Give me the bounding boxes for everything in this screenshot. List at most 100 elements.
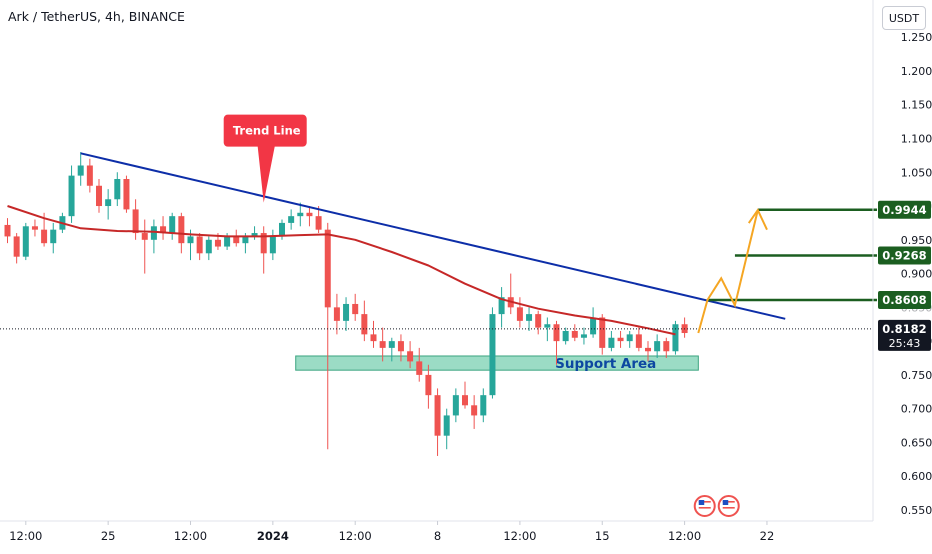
candle-body bbox=[315, 216, 322, 230]
trend-line-callout bbox=[223, 114, 307, 203]
y-tick-label: 1.0500 bbox=[901, 166, 932, 179]
candle-body bbox=[526, 314, 533, 321]
candle-body bbox=[269, 236, 276, 254]
event-icon-stripe bbox=[722, 510, 735, 512]
y-tick-label: 1.2500 bbox=[901, 31, 932, 44]
candle-body bbox=[663, 341, 670, 352]
us-event-flag-icon[interactable] bbox=[717, 495, 740, 517]
event-icon-canton bbox=[722, 500, 729, 505]
candle-body bbox=[379, 341, 386, 348]
event-icon-stripe bbox=[698, 501, 711, 503]
candle-body bbox=[462, 395, 468, 406]
target-level-label: 0.9268 bbox=[882, 248, 926, 262]
target-level-label: 0.9944 bbox=[882, 203, 926, 217]
candle-body bbox=[416, 361, 423, 375]
candle-body bbox=[407, 351, 414, 362]
candle-body bbox=[86, 165, 93, 186]
projection-arrowhead bbox=[747, 208, 768, 231]
candle-body bbox=[635, 334, 642, 348]
x-tick-label: 2024 bbox=[257, 529, 289, 543]
candle-body bbox=[105, 199, 112, 207]
candle-body bbox=[489, 314, 496, 396]
chart-title: Ark / TetherUS, 4h, BINANCE bbox=[8, 9, 185, 24]
candle-body bbox=[361, 314, 368, 335]
candle-body bbox=[160, 226, 167, 234]
x-tick-label: 25 bbox=[101, 529, 116, 543]
candle-body bbox=[672, 324, 679, 352]
candle-body bbox=[50, 229, 57, 244]
candle-body bbox=[333, 307, 340, 321]
candle-body bbox=[187, 236, 194, 244]
target-level-badge bbox=[878, 291, 931, 310]
candle-body bbox=[452, 395, 459, 416]
candle-body bbox=[645, 347, 651, 352]
x-tick-label: 12:00 bbox=[339, 529, 372, 543]
trend-line bbox=[80, 152, 786, 320]
candle-body bbox=[553, 324, 560, 342]
target-level-label: 0.8608 bbox=[882, 293, 926, 307]
candle-body bbox=[279, 222, 285, 237]
candle-body bbox=[123, 179, 130, 210]
candle-body bbox=[96, 185, 102, 207]
candles-layer bbox=[4, 151, 688, 456]
candle-body bbox=[214, 239, 221, 247]
y-tick-label: 0.9500 bbox=[901, 234, 932, 247]
candle-body bbox=[608, 337, 615, 348]
candle-body bbox=[535, 314, 542, 328]
event-icon-stripe bbox=[722, 507, 735, 509]
candle-body bbox=[233, 236, 240, 244]
candle-body bbox=[31, 226, 38, 230]
event-icon-stripe bbox=[698, 507, 711, 509]
candle-body bbox=[571, 330, 578, 338]
candle-body bbox=[471, 405, 478, 416]
candle-body bbox=[443, 415, 450, 436]
candle-body bbox=[132, 209, 139, 234]
candle-body bbox=[77, 165, 84, 176]
currency-button[interactable]: USDT bbox=[882, 6, 926, 30]
candle-body bbox=[498, 297, 505, 315]
candle-body bbox=[251, 233, 258, 237]
event-icon-ring bbox=[717, 495, 740, 517]
candle-body bbox=[141, 233, 148, 240]
us-event-flag-icon[interactable] bbox=[693, 495, 716, 517]
target-level-badge bbox=[878, 246, 931, 265]
candle-body bbox=[205, 239, 212, 254]
projection-path bbox=[697, 209, 759, 334]
candle-body bbox=[22, 226, 29, 257]
candle-body bbox=[626, 334, 633, 342]
candle-body bbox=[260, 233, 267, 254]
candle-body bbox=[4, 224, 11, 237]
candle-body bbox=[480, 395, 487, 416]
candle-body bbox=[306, 212, 313, 217]
candle-body bbox=[41, 229, 48, 244]
candle-body bbox=[544, 324, 551, 328]
candle-body bbox=[288, 216, 295, 223]
target-level-badge bbox=[878, 200, 931, 219]
event-icon-canton bbox=[698, 500, 705, 505]
candle-body bbox=[599, 317, 606, 348]
y-tick-label: 1.1000 bbox=[901, 132, 932, 145]
candle-body bbox=[343, 303, 350, 321]
support-area-zone bbox=[295, 355, 699, 371]
candle-body bbox=[590, 317, 597, 335]
candle-body bbox=[352, 303, 359, 315]
candle-body bbox=[434, 395, 441, 436]
candle-body bbox=[370, 334, 377, 342]
x-tick-label: 12:00 bbox=[9, 529, 42, 543]
candle-body bbox=[178, 216, 185, 244]
event-icon-stripe bbox=[722, 501, 735, 503]
candle-body bbox=[68, 175, 75, 217]
candle-body bbox=[13, 236, 20, 257]
current-price-label: 0.8182 bbox=[882, 322, 926, 336]
candle-body bbox=[562, 330, 569, 342]
support-area-layer: Support Area bbox=[295, 355, 699, 372]
candle-body bbox=[516, 307, 523, 321]
x-tick-label: 12:00 bbox=[174, 529, 207, 543]
event-icon-ring bbox=[693, 495, 716, 517]
candle-body bbox=[397, 341, 404, 352]
